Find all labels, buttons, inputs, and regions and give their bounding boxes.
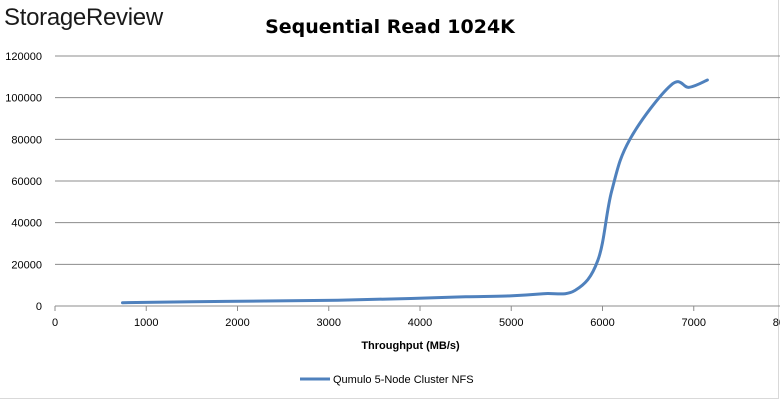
legend-entry-label: Qumulo 5-Node Cluster NFS	[333, 374, 474, 386]
x-tick-label: 3000	[317, 317, 341, 329]
gridlines	[55, 55, 780, 265]
x-axis-ticks: 0 1000 2000 3000 4000 5000 6000 7000 8000	[52, 306, 780, 329]
chart-title: Sequential Read 1024K	[265, 16, 515, 38]
x-axis-label: Throughput (MB/s)	[361, 340, 460, 352]
series-line-0	[121, 78, 709, 305]
brand-logo-text: StorageReview	[4, 4, 163, 31]
x-tick-label: 8000	[773, 317, 780, 329]
x-tick-label: 2000	[225, 317, 249, 329]
y-tick-label: 0	[36, 301, 42, 313]
x-tick-label: 7000	[682, 317, 706, 329]
x-tick-label: 4000	[408, 317, 432, 329]
x-tick-label: 1000	[134, 317, 158, 329]
y-tick-label: 80000	[11, 134, 42, 146]
y-axis-ticks: 0 20000 40000 60000 80000 100000 120000	[5, 51, 42, 313]
x-tick-label: 6000	[590, 317, 614, 329]
series-lines	[121, 78, 709, 305]
legend: Qumulo 5-Node Cluster NFS	[300, 374, 474, 386]
y-tick-label: 60000	[11, 176, 42, 188]
y-tick-label: 20000	[11, 259, 42, 271]
y-tick-label: 100000	[5, 93, 42, 105]
x-tick-label: 0	[52, 317, 58, 329]
x-tick-label: 5000	[499, 317, 523, 329]
y-tick-label: 120000	[5, 51, 42, 63]
y-tick-label: 40000	[11, 218, 42, 230]
